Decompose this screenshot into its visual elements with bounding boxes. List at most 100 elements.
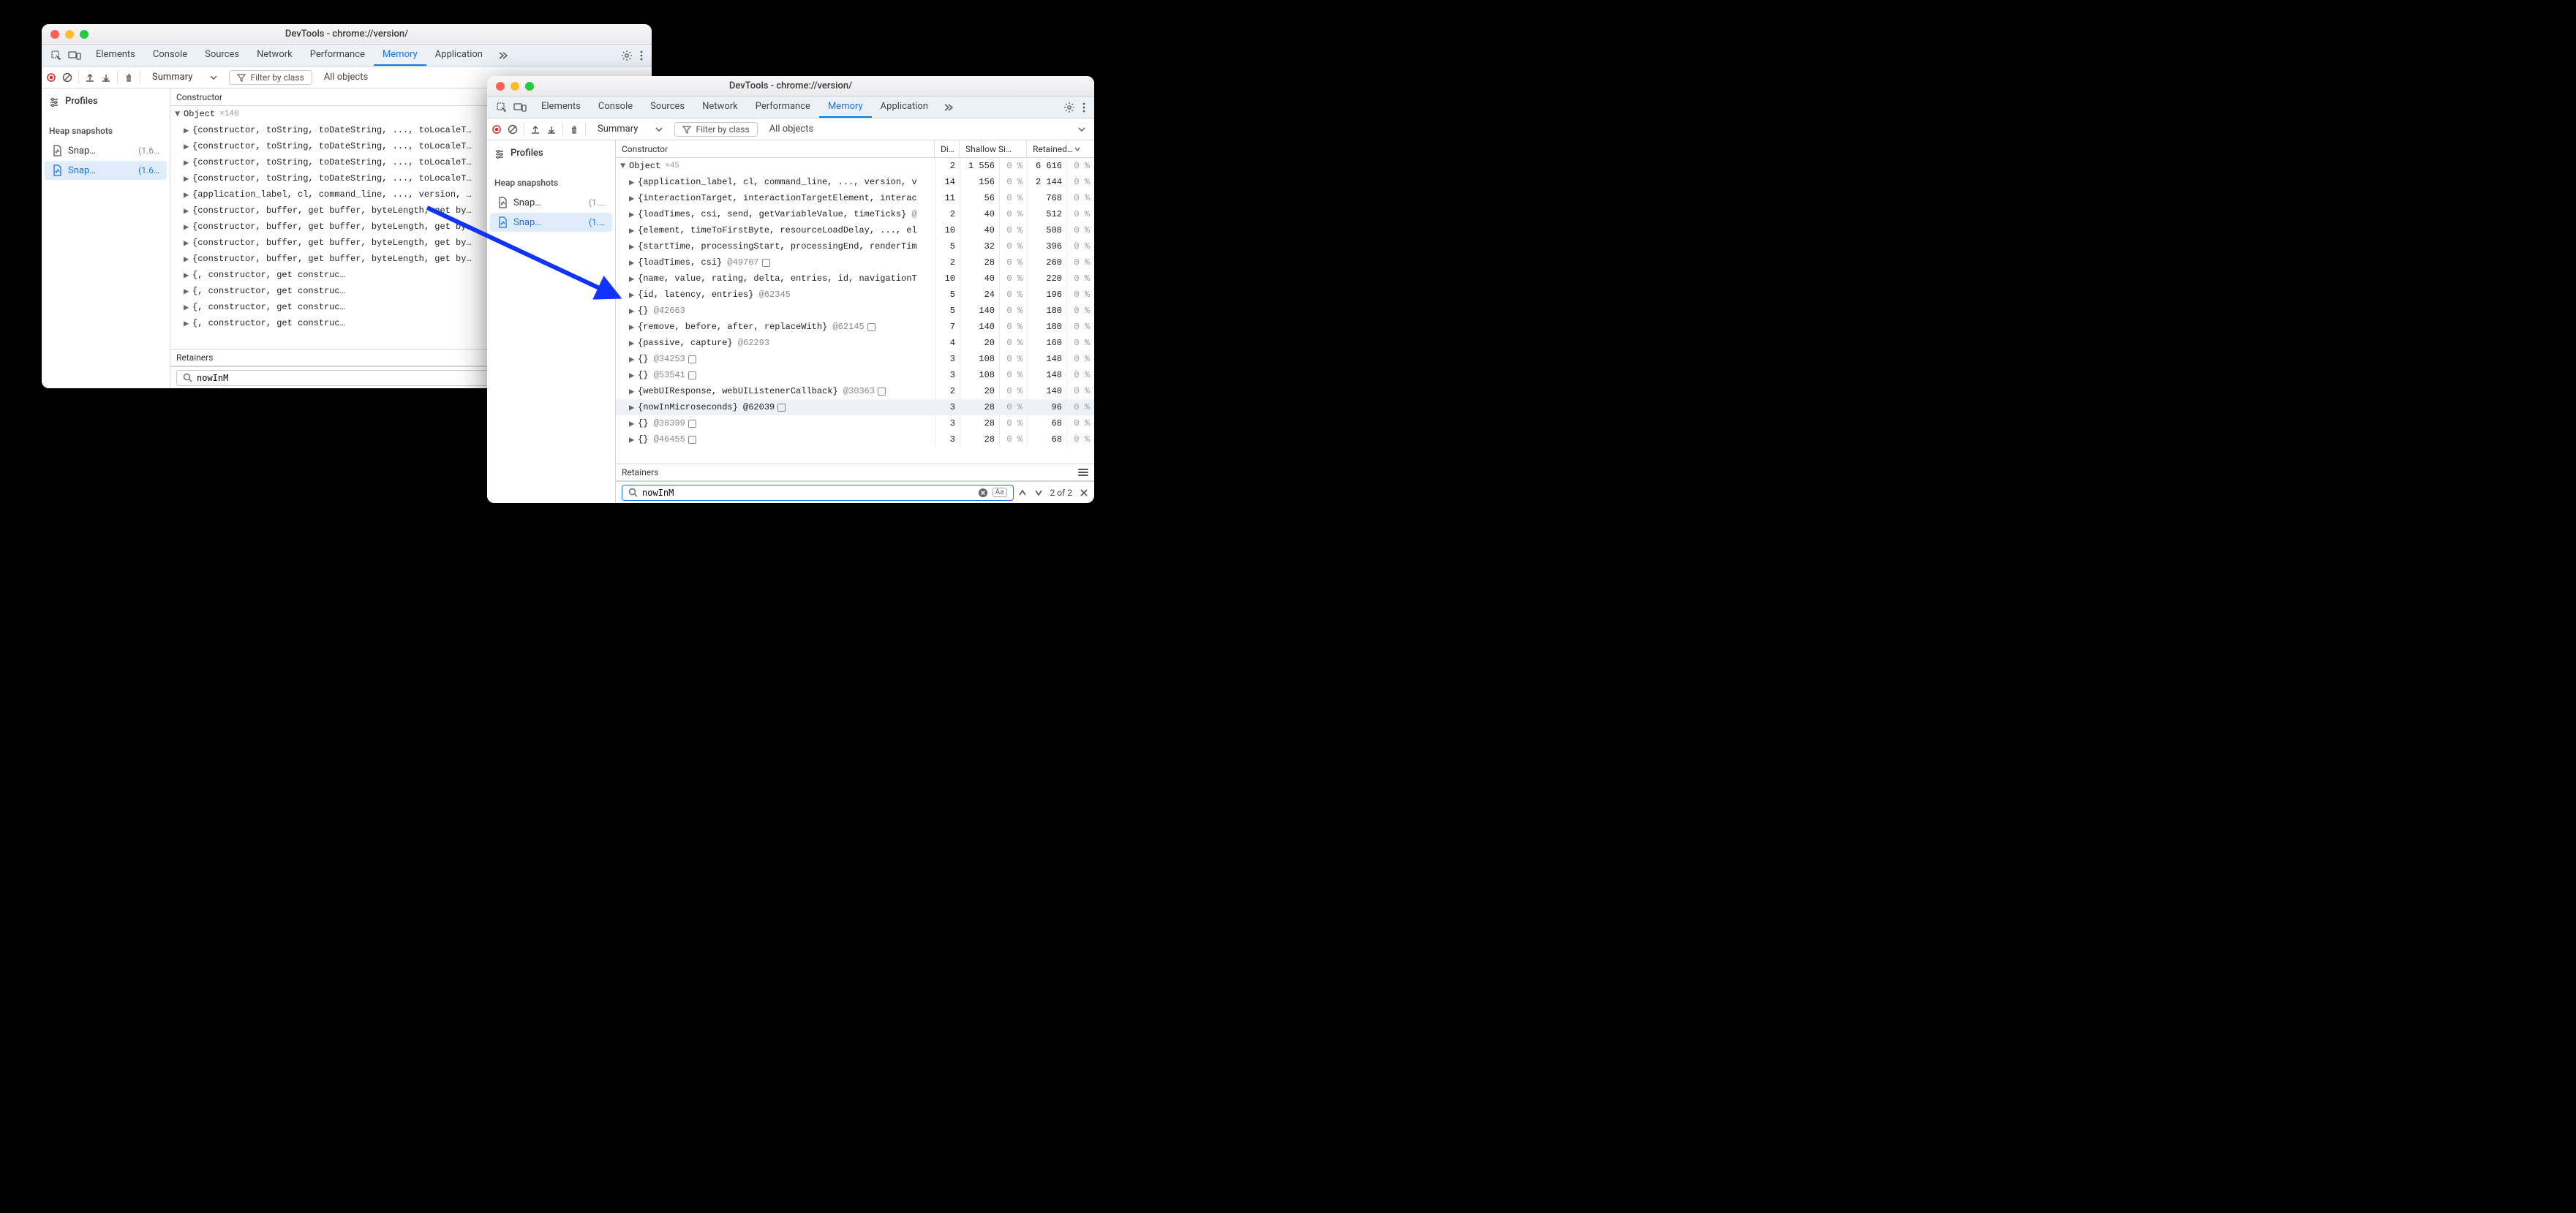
- device-icon[interactable]: [513, 102, 527, 113]
- distance-header[interactable]: Di…: [935, 140, 960, 157]
- tab-elements[interactable]: Elements: [87, 45, 144, 66]
- disclosure-closed-icon[interactable]: ▶: [184, 189, 191, 200]
- prev-match-icon[interactable]: [1018, 489, 1027, 496]
- tab-console[interactable]: Console: [144, 45, 196, 66]
- tab-network[interactable]: Network: [248, 45, 301, 66]
- disclosure-closed-icon[interactable]: ▶: [184, 286, 191, 297]
- disclosure-closed-icon[interactable]: ▶: [184, 173, 191, 184]
- profiles-heading[interactable]: Profiles: [42, 88, 170, 111]
- gc-icon[interactable]: [569, 124, 579, 135]
- menu-icon[interactable]: [1078, 468, 1088, 477]
- disclosure-closed-icon[interactable]: ▶: [184, 318, 191, 329]
- disclosure-closed-icon[interactable]: ▶: [629, 241, 636, 252]
- heap-row[interactable]: ▶{} @5354131080 %1480 %: [616, 367, 1094, 383]
- snapshot-item[interactable]: Snap…(1.6…: [45, 141, 167, 160]
- disclosure-closed-icon[interactable]: ▶: [629, 209, 636, 220]
- snapshot-item[interactable]: Snap…(1.…: [490, 213, 612, 232]
- gear-icon[interactable]: [621, 50, 633, 61]
- disclosure-closed-icon[interactable]: ▶: [629, 402, 636, 413]
- tab-memory[interactable]: Memory: [374, 45, 426, 66]
- gear-icon[interactable]: [1063, 102, 1075, 113]
- disclosure-closed-icon[interactable]: ▶: [184, 125, 191, 136]
- disclosure-closed-icon[interactable]: ▶: [184, 205, 191, 216]
- disclosure-closed-icon[interactable]: ▶: [629, 338, 636, 349]
- disclosure-closed-icon[interactable]: ▶: [629, 177, 636, 188]
- heap-row[interactable]: ▶{} @383993280 %680 %: [616, 415, 1094, 431]
- disclosure-closed-icon[interactable]: ▶: [184, 238, 191, 249]
- heap-row[interactable]: ▶{id, latency, entries} @623455240 %1960…: [616, 287, 1094, 303]
- heap-row[interactable]: ▶{} @4266351400 %1800 %: [616, 303, 1094, 319]
- kebab-icon[interactable]: [1082, 102, 1085, 113]
- more-tabs-icon[interactable]: [493, 50, 512, 61]
- kebab-icon[interactable]: [640, 50, 643, 61]
- disclosure-closed-icon[interactable]: ▶: [629, 322, 636, 333]
- disclosure-open-icon[interactable]: ▼: [620, 161, 628, 171]
- snapshot-item[interactable]: Snap…(1.6…: [45, 161, 167, 180]
- minimize-icon[interactable]: [511, 82, 519, 91]
- heap-row[interactable]: ▶{} @3425331080 %1480 %: [616, 351, 1094, 367]
- record-icon[interactable]: [46, 72, 56, 83]
- tab-sources[interactable]: Sources: [196, 45, 248, 66]
- heap-row[interactable]: ▶{loadTimes, csi, send, getVariableValue…: [616, 206, 1094, 222]
- disclosure-closed-icon[interactable]: ▶: [629, 290, 636, 301]
- heap-row[interactable]: ▶{interactionTarget, interactionTargetEl…: [616, 190, 1094, 206]
- tab-application[interactable]: Application: [426, 45, 492, 66]
- search-input[interactable]: [642, 488, 973, 498]
- all-objects-select[interactable]: All objects: [318, 72, 374, 83]
- class-filter-input[interactable]: Filter by class: [229, 70, 312, 85]
- view-select[interactable]: Summary: [592, 122, 669, 136]
- disclosure-closed-icon[interactable]: ▶: [629, 257, 636, 268]
- tab-elements[interactable]: Elements: [532, 97, 590, 118]
- inspect-icon[interactable]: [50, 50, 62, 61]
- upload-icon[interactable]: [85, 72, 95, 83]
- snapshot-item[interactable]: Snap…(1.…: [490, 193, 612, 212]
- heap-row[interactable]: ▶{element, timeToFirstByte, resourceLoad…: [616, 222, 1094, 238]
- maximize-icon[interactable]: [525, 82, 534, 91]
- disclosure-closed-icon[interactable]: ▶: [629, 193, 636, 204]
- heap-row[interactable]: ▶{startTime, processingStart, processing…: [616, 238, 1094, 254]
- tab-sources[interactable]: Sources: [641, 97, 693, 118]
- view-select[interactable]: Summary: [146, 70, 223, 84]
- class-filter-input[interactable]: Filter by class: [674, 122, 757, 137]
- close-search-icon[interactable]: [1080, 488, 1088, 497]
- disclosure-closed-icon[interactable]: ▶: [184, 254, 191, 265]
- tab-performance[interactable]: Performance: [301, 45, 374, 66]
- upload-icon[interactable]: [530, 124, 541, 135]
- search-input-container[interactable]: Aa: [622, 485, 1014, 501]
- disclosure-closed-icon[interactable]: ▶: [629, 434, 636, 445]
- disclosure-closed-icon[interactable]: ▶: [184, 157, 191, 168]
- clear-icon[interactable]: [62, 72, 72, 83]
- tab-performance[interactable]: Performance: [747, 97, 819, 118]
- heap-row[interactable]: ▶{} @464553280 %680 %: [616, 431, 1094, 447]
- disclosure-closed-icon[interactable]: ▶: [184, 141, 191, 152]
- titlebar[interactable]: DevTools - chrome://version/: [487, 76, 1094, 97]
- profiles-heading[interactable]: Profiles: [487, 140, 615, 163]
- disclosure-closed-icon[interactable]: ▶: [184, 270, 191, 281]
- disclosure-closed-icon[interactable]: ▶: [629, 370, 636, 381]
- disclosure-closed-icon[interactable]: ▶: [629, 386, 636, 397]
- heap-row[interactable]: ▶{remove, before, after, replaceWith} @6…: [616, 319, 1094, 335]
- maximize-icon[interactable]: [80, 30, 88, 39]
- heap-row[interactable]: ▶{loadTimes, csi} @497072280 %2600 %: [616, 254, 1094, 271]
- close-icon[interactable]: [50, 30, 59, 39]
- disclosure-closed-icon[interactable]: ▶: [629, 418, 636, 429]
- shallow-size-header[interactable]: Shallow Si…: [960, 140, 1027, 157]
- heap-row[interactable]: ▶{nowInMicroseconds} @620393280 %960 %: [616, 399, 1094, 415]
- download-icon[interactable]: [101, 72, 111, 83]
- disclosure-closed-icon[interactable]: ▶: [629, 354, 636, 365]
- heap-row[interactable]: ▶{application_label, cl, command_line, .…: [616, 174, 1094, 190]
- inspect-icon[interactable]: [496, 102, 508, 113]
- clear-icon[interactable]: [508, 124, 518, 135]
- disclosure-closed-icon[interactable]: ▶: [184, 302, 191, 313]
- tab-console[interactable]: Console: [590, 97, 641, 118]
- disclosure-closed-icon[interactable]: ▶: [629, 306, 636, 317]
- all-objects-select[interactable]: All objects: [764, 124, 820, 135]
- tab-application[interactable]: Application: [872, 97, 937, 118]
- tab-memory[interactable]: Memory: [819, 97, 872, 118]
- disclosure-closed-icon[interactable]: ▶: [629, 225, 636, 236]
- retainers-header[interactable]: Retainers: [616, 464, 1094, 481]
- disclosure-closed-icon[interactable]: ▶: [629, 273, 636, 284]
- heap-row[interactable]: ▶{name, value, rating, delta, entries, i…: [616, 271, 1094, 287]
- retained-size-header[interactable]: Retained…: [1027, 140, 1094, 157]
- object-parent-row[interactable]: ▼ Object ×45 2 1 556 0 % 6 616 0 %: [616, 158, 1094, 174]
